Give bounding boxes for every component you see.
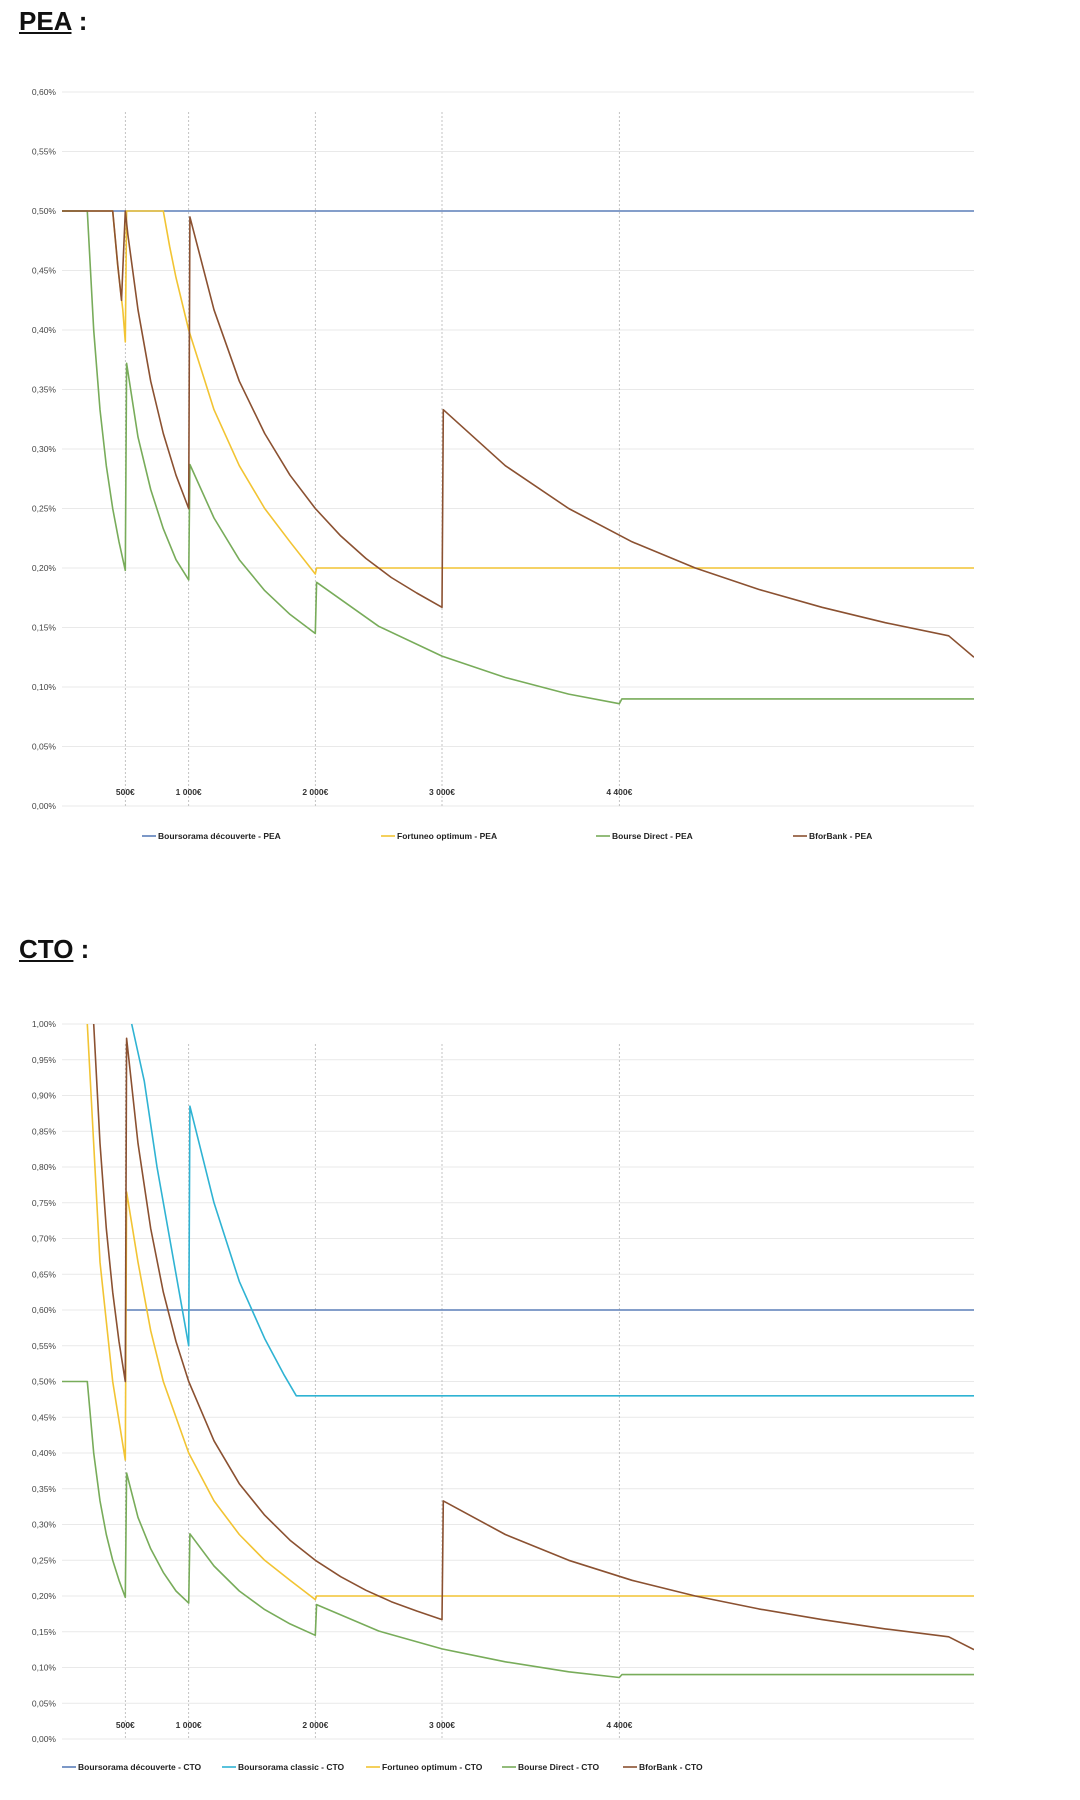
- x-tick-label: 500€: [116, 787, 135, 797]
- y-tick-label: 0,95%: [32, 1055, 57, 1065]
- y-tick-label: 0,60%: [32, 87, 57, 97]
- x-tick-label: 3 000€: [429, 1720, 455, 1730]
- legend-label: Boursorama découverte - PEA: [158, 831, 281, 841]
- y-tick-label: 0,10%: [32, 1663, 57, 1673]
- series-line: [62, 210, 974, 575]
- series-line: [62, 210, 974, 658]
- legend-item: Fortuneo optimum - PEA: [381, 831, 497, 841]
- series-line: [62, 210, 974, 705]
- legend-label: BforBank - PEA: [809, 831, 872, 841]
- legend-label: Bourse Direct - PEA: [612, 831, 693, 841]
- x-tick-label: 4 400€: [606, 787, 632, 797]
- y-tick-label: 0,50%: [32, 206, 57, 216]
- section-title-cto: CTO :: [19, 934, 89, 965]
- section-title-pea-suffix: :: [71, 6, 88, 36]
- section-title-pea-text: PEA: [19, 6, 72, 36]
- legend-item: Boursorama classic - CTO: [222, 1762, 345, 1772]
- y-tick-label: 0,00%: [32, 1734, 57, 1744]
- legend-item: BforBank - PEA: [793, 831, 872, 841]
- x-tick-label: 2 000€: [302, 787, 328, 797]
- y-tick-label: 0,30%: [32, 444, 57, 454]
- section-title-pea: PEA :: [19, 6, 87, 37]
- legend-label: Bourse Direct - CTO: [518, 1762, 599, 1772]
- legend-label: Fortuneo optimum - CTO: [382, 1762, 483, 1772]
- y-tick-label: 0,80%: [32, 1162, 57, 1172]
- y-tick-label: 0,05%: [32, 742, 57, 752]
- x-tick-label: 4 400€: [606, 1720, 632, 1730]
- y-tick-label: 0,35%: [32, 1484, 57, 1494]
- y-tick-label: 0,25%: [32, 504, 57, 514]
- legend-label: Fortuneo optimum - PEA: [397, 831, 497, 841]
- legend-item: Boursorama découverte - CTO: [62, 1762, 202, 1772]
- y-tick-label: 0,75%: [32, 1198, 57, 1208]
- y-tick-label: 0,40%: [32, 325, 57, 335]
- y-tick-label: 0,55%: [32, 147, 57, 157]
- x-tick-label: 1 000€: [176, 1720, 202, 1730]
- y-tick-label: 0,85%: [32, 1126, 57, 1136]
- y-tick-label: 0,65%: [32, 1269, 57, 1279]
- x-tick-label: 3 000€: [429, 787, 455, 797]
- series-line: [86, 1023, 974, 1601]
- legend-label: Boursorama découverte - CTO: [78, 1762, 202, 1772]
- chart-pea: 0,00% 0,05% 0,10% 0,15% 0,20% 0,25% 0,30% 0,35%…: [32, 87, 974, 841]
- y-tick-label: 0,40%: [32, 1448, 57, 1458]
- legend-item: Bourse Direct - PEA: [596, 831, 693, 841]
- x-tick-label: 2 000€: [302, 1720, 328, 1730]
- legend-label: Boursorama classic - CTO: [238, 1762, 345, 1772]
- y-tick-label: 0,10%: [32, 682, 57, 692]
- y-tick-label: 0,25%: [32, 1555, 57, 1565]
- y-tick-label: 0,45%: [32, 266, 57, 276]
- series-line: [62, 1380, 974, 1679]
- y-tick-label: 0,70%: [32, 1234, 57, 1244]
- y-tick-label: 0,05%: [32, 1698, 57, 1708]
- legend-label: BforBank - CTO: [639, 1762, 703, 1772]
- y-tick-label: 0,50%: [32, 1377, 57, 1387]
- x-tick-label: 1 000€: [176, 787, 202, 797]
- y-tick-label: 1,00%: [32, 1019, 57, 1029]
- chart-cto: 0,00% 0,05% 0,10% 0,15% 0,20% 0,25% 0,30% 0,35%…: [32, 1019, 974, 1772]
- y-tick-label: 0,45%: [32, 1412, 57, 1422]
- y-tick-label: 0,00%: [32, 801, 57, 811]
- y-tick-label: 0,60%: [32, 1305, 57, 1315]
- y-tick-label: 0,15%: [32, 623, 57, 633]
- section-title-cto-text: CTO: [19, 934, 74, 964]
- y-tick-label: 0,30%: [32, 1520, 57, 1530]
- x-tick-label: 500€: [116, 1720, 135, 1730]
- section-title-cto-suffix: :: [73, 934, 90, 964]
- legend-item: Boursorama découverte - PEA: [142, 831, 281, 841]
- y-tick-label: 0,20%: [32, 1591, 57, 1601]
- y-tick-label: 0,20%: [32, 563, 57, 573]
- y-tick-label: 0,55%: [32, 1341, 57, 1351]
- y-tick-label: 0,90%: [32, 1091, 57, 1101]
- legend-item: BforBank - CTO: [623, 1762, 703, 1772]
- y-gridlines: [62, 1023, 974, 1740]
- y-tick-label: 0,15%: [32, 1627, 57, 1637]
- series-line: [130, 1023, 974, 1397]
- legend-item: Fortuneo optimum - CTO: [366, 1762, 483, 1772]
- y-tick-label: 0,35%: [32, 385, 57, 395]
- legend-item: Bourse Direct - CTO: [502, 1762, 599, 1772]
- series-line: [92, 1023, 974, 1651]
